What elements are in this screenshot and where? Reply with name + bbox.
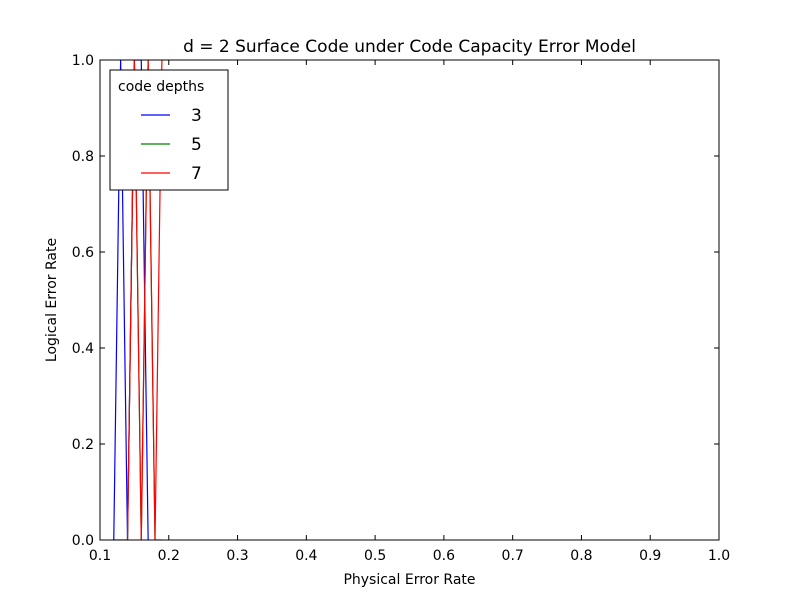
x-tick-label: 1.0 xyxy=(708,548,730,564)
x-tick-label: 0.8 xyxy=(570,548,592,564)
legend-label-7: 7 xyxy=(191,164,202,184)
y-tick-label: 1.0 xyxy=(72,53,94,69)
x-tick-label: 0.4 xyxy=(295,548,317,564)
y-tick-label: 0.6 xyxy=(72,245,94,261)
y-axis-label: Logical Error Rate xyxy=(44,238,60,362)
x-tick-label: 0.2 xyxy=(158,548,180,564)
y-tick-label: 0.4 xyxy=(72,341,94,357)
legend-title: code depths xyxy=(118,79,204,95)
x-tick-label: 0.9 xyxy=(639,548,661,564)
y-axis: 0.0 0.2 0.4 0.6 0.8 1.0 xyxy=(72,53,719,549)
y-tick-label: 0.0 xyxy=(72,533,94,549)
x-tick-label: 0.1 xyxy=(89,548,111,564)
x-axis-label: Physical Error Rate xyxy=(343,572,475,588)
x-tick-label: 0.7 xyxy=(502,548,524,564)
legend-box xyxy=(109,69,229,191)
y-tick-label: 0.8 xyxy=(72,149,94,165)
x-tick-label: 0.6 xyxy=(433,548,455,564)
y-tick-label: 0.2 xyxy=(72,437,94,453)
legend-label-3: 3 xyxy=(191,106,202,126)
plot-area-frame xyxy=(99,59,720,541)
x-axis: 0.1 0.2 0.3 0.4 0.5 0.6 0.7 0.8 0.9 1.0 xyxy=(89,60,730,564)
legend-label-5: 5 xyxy=(191,135,202,155)
chart-title: d = 2 Surface Code under Code Capacity E… xyxy=(183,37,636,57)
x-tick-label: 0.3 xyxy=(226,548,248,564)
legend: code depths 3 5 7 xyxy=(109,69,229,191)
x-tick-label: 0.5 xyxy=(364,548,386,564)
